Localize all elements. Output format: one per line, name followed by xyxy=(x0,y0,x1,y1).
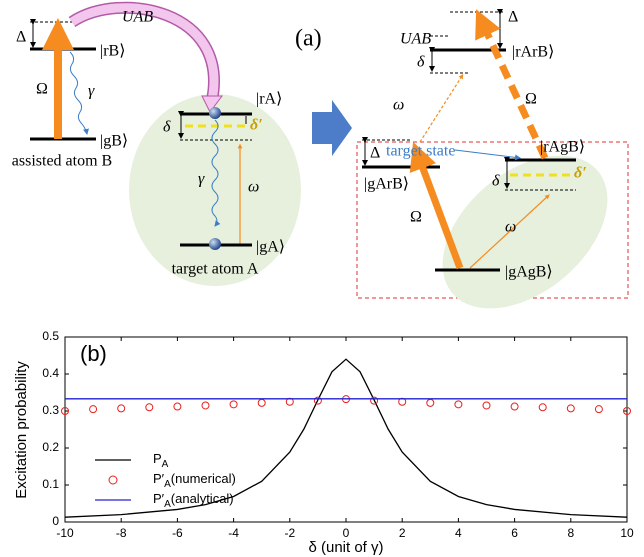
legend-text: P xyxy=(153,451,162,466)
y-tick-label: 0.2 xyxy=(42,440,59,454)
label: γ xyxy=(88,83,95,100)
x-tick-label: 4 xyxy=(455,526,462,540)
label: Δ xyxy=(16,29,26,46)
atom xyxy=(209,107,221,119)
legend-text: A xyxy=(164,479,171,490)
label: target state xyxy=(386,143,455,160)
label: |rB⟩ xyxy=(100,43,125,60)
label: Ω xyxy=(36,81,48,98)
x-tick-label: 8 xyxy=(567,526,574,540)
marker xyxy=(538,403,547,412)
marker xyxy=(61,407,69,415)
arrow xyxy=(419,73,464,143)
label: Δ xyxy=(370,145,380,162)
label: Ω xyxy=(525,91,537,108)
label: γ xyxy=(198,171,205,188)
big-arrow xyxy=(312,100,352,156)
label: UAB xyxy=(122,9,153,26)
marker xyxy=(370,396,379,405)
marker xyxy=(117,404,126,413)
marker xyxy=(145,403,154,412)
atom-region xyxy=(129,94,301,286)
marker xyxy=(229,400,238,409)
label: |gB⟩ xyxy=(100,133,128,150)
y-tick-label: 0 xyxy=(52,514,59,528)
label: δ xyxy=(417,54,425,71)
label: δ xyxy=(492,173,500,190)
x-tick-label: -6 xyxy=(172,526,183,540)
label: |gArB⟩ xyxy=(364,176,409,193)
arrow xyxy=(409,141,464,270)
y-tick-label: 0.1 xyxy=(42,477,59,491)
x-tick-label: 0 xyxy=(343,526,350,540)
legend-text: P′ xyxy=(153,491,165,506)
label: |gA⟩ xyxy=(256,239,285,256)
y-tick-label: 0.5 xyxy=(42,329,59,343)
marker xyxy=(482,401,491,410)
label: target atom A xyxy=(172,261,259,278)
atom xyxy=(209,238,221,250)
marker xyxy=(566,404,575,413)
label: ω xyxy=(393,97,404,114)
marker xyxy=(201,401,210,410)
marker xyxy=(173,402,182,411)
x-tick-label: -2 xyxy=(284,526,295,540)
label: UAB xyxy=(400,31,431,48)
legend-text: A xyxy=(164,499,171,510)
marker xyxy=(426,398,435,407)
marker xyxy=(623,407,631,415)
x-tick-label: 2 xyxy=(399,526,406,540)
legend-text: A xyxy=(162,459,169,470)
label: δ′ xyxy=(250,117,263,134)
decay xyxy=(211,119,221,227)
label: ω xyxy=(505,219,516,236)
panel-label: (b) xyxy=(80,341,107,366)
series-line xyxy=(64,358,628,518)
label: ω xyxy=(248,179,259,196)
marker xyxy=(89,405,98,414)
y-axis-label: Excitation probability xyxy=(13,361,30,499)
label: |gAgB⟩ xyxy=(505,264,553,281)
marker xyxy=(257,398,266,407)
legend-text: (numerical) xyxy=(171,471,236,486)
x-tick-label: -4 xyxy=(228,526,239,540)
arrow xyxy=(475,9,549,160)
plot-frame xyxy=(64,336,628,523)
label: δ xyxy=(163,119,171,136)
x-tick-label: 10 xyxy=(620,526,634,540)
interaction-arrow xyxy=(69,3,219,101)
label: assisted atom B xyxy=(12,153,112,170)
label: |rArB⟩ xyxy=(512,44,554,61)
diagram-right: Δ UAB |rArB⟩ δ ω Ω target state Δ |gArB⟩… xyxy=(356,9,629,309)
y-tick-label: 0.4 xyxy=(42,366,59,380)
label: Ω xyxy=(410,209,422,226)
x-tick-label: 6 xyxy=(511,526,518,540)
arrowhead xyxy=(201,95,223,113)
y-tick-label: 0.3 xyxy=(42,403,59,417)
x-tick-label: -8 xyxy=(116,526,127,540)
chart: (b) δ (unit of γ) Excitation probability… xyxy=(13,329,634,556)
diagram-left: UAB Δ |rB⟩ Ω γ |gB⟩ assisted atom B |rA⟩… xyxy=(12,1,352,286)
legend-text: (analytical) xyxy=(171,491,234,506)
label: Δ xyxy=(508,9,518,26)
x-axis-label: δ (unit of γ) xyxy=(308,539,383,556)
panel-label: (a) xyxy=(295,26,322,52)
legend-label: P′A(numerical) xyxy=(153,471,236,489)
pointer xyxy=(454,149,521,161)
decay xyxy=(69,51,89,135)
label: |rA⟩ xyxy=(256,91,282,108)
legend-label: PA xyxy=(153,451,169,469)
legend-text: P′ xyxy=(153,471,165,486)
marker xyxy=(313,396,322,405)
marker xyxy=(594,405,603,414)
marker xyxy=(510,402,519,411)
marker xyxy=(454,400,463,409)
x-tick-label: -10 xyxy=(56,526,74,540)
legend-label: P′A(analytical) xyxy=(153,491,234,509)
label: |rAgB⟩ xyxy=(540,139,585,156)
arrow xyxy=(469,194,550,269)
legend-marker xyxy=(108,475,118,485)
label: δ′ xyxy=(574,165,587,182)
